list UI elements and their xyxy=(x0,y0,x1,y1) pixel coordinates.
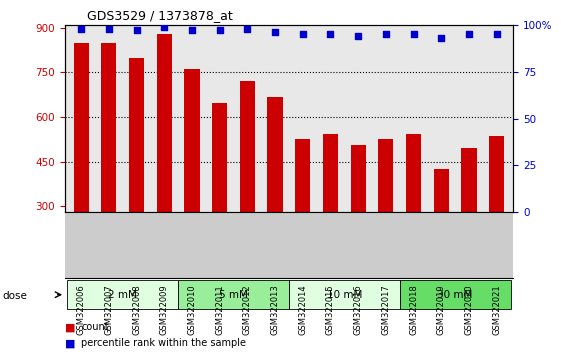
Point xyxy=(104,26,113,32)
Point xyxy=(381,31,390,37)
Text: ■: ■ xyxy=(65,322,75,332)
Point xyxy=(465,31,473,37)
Text: 5 mM: 5 mM xyxy=(219,290,248,300)
Bar xyxy=(323,135,338,296)
Bar xyxy=(73,43,89,296)
Bar xyxy=(129,58,144,296)
Bar xyxy=(295,138,310,296)
Point xyxy=(215,28,224,33)
Point xyxy=(353,33,362,39)
Bar xyxy=(240,81,255,296)
Bar xyxy=(178,280,289,309)
Bar xyxy=(489,136,504,296)
Point xyxy=(270,29,279,35)
Text: 30 mM: 30 mM xyxy=(438,290,473,300)
Point xyxy=(77,26,86,32)
Text: ■: ■ xyxy=(65,338,75,348)
Bar xyxy=(406,135,421,296)
Point xyxy=(132,28,141,33)
Bar xyxy=(101,43,117,296)
Bar xyxy=(212,103,227,296)
Bar xyxy=(268,97,283,296)
Bar xyxy=(157,34,172,296)
Text: dose: dose xyxy=(3,291,27,301)
Bar xyxy=(289,280,400,309)
Point xyxy=(160,24,169,29)
Bar xyxy=(351,145,366,296)
Bar xyxy=(434,169,449,296)
Point xyxy=(492,31,501,37)
Text: count: count xyxy=(81,322,109,332)
Text: 10 mM: 10 mM xyxy=(327,290,362,300)
Bar xyxy=(378,138,393,296)
Point xyxy=(437,35,446,41)
Text: 2 mM: 2 mM xyxy=(108,290,137,300)
Bar xyxy=(185,69,200,296)
Point xyxy=(187,28,196,33)
Point xyxy=(326,31,335,37)
Text: GDS3529 / 1373878_at: GDS3529 / 1373878_at xyxy=(87,9,233,22)
Text: percentile rank within the sample: percentile rank within the sample xyxy=(81,338,246,348)
Bar xyxy=(461,148,477,296)
Point xyxy=(243,26,252,32)
Point xyxy=(298,31,307,37)
Bar xyxy=(400,280,511,309)
Point xyxy=(409,31,418,37)
Bar xyxy=(67,280,178,309)
